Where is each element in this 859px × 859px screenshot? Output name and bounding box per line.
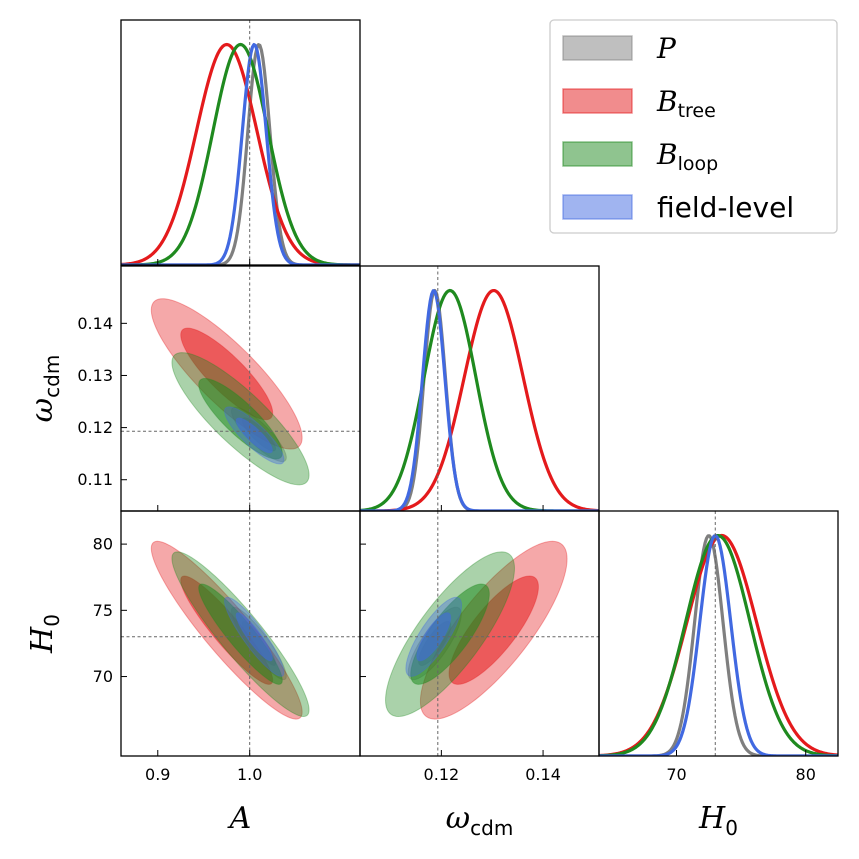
contour-panel-omega_cdm-vs-A [121, 266, 360, 511]
legend-swatch-p [562, 35, 633, 61]
axis-label-H0: H0 [25, 614, 64, 654]
marginal-curve-H0-field-level [599, 533, 838, 756]
panel-frame [120, 19, 361, 266]
axis-label-H0: H0 [698, 801, 738, 840]
x-tick-label-A: 1.0 [237, 765, 262, 784]
x-tick-label-omega_cdm: 0.14 [525, 765, 561, 784]
marginal-curve-omega_cdm-b-loop [360, 288, 599, 511]
contour-68-field-level [235, 417, 273, 454]
panel-frame [598, 510, 839, 757]
x-tick-label-omega_cdm: 0.12 [424, 765, 460, 784]
marginal-panel-H0 [599, 511, 838, 756]
marginal-curve-A-field-level [121, 42, 360, 265]
legend-label-b-loop: Bloop [656, 138, 718, 175]
legend-swatch-b-loop [562, 141, 633, 167]
legend-label-field-level: field-level [657, 191, 794, 224]
contour-panel-H0-vs-omega_cdm [360, 511, 599, 756]
legend-label-p: P [656, 32, 677, 65]
marginal-panel-A [121, 20, 360, 265]
marginal-curve-H0-b-loop [599, 533, 838, 756]
contour-68-b-loop [410, 583, 490, 685]
axis-label-omega_cdm: ωcdm [446, 801, 514, 840]
y-tick-label-omega_cdm: 0.13 [77, 366, 113, 385]
axis-label-omega_cdm: ωcdm [25, 355, 64, 423]
y-tick-label-omega_cdm: 0.12 [77, 418, 113, 437]
y-tick-label-omega_cdm: 0.11 [77, 470, 113, 489]
y-tick-label-omega_cdm: 0.14 [77, 314, 113, 333]
x-tick-label-H0: 70 [666, 765, 686, 784]
marginal-panel-omega_cdm [360, 266, 599, 511]
y-tick-label-H0: 80 [93, 535, 113, 554]
marginal-curve-H0-p [599, 534, 838, 756]
legend-swatch-field-level [562, 194, 633, 220]
axis-label-A: A [227, 801, 252, 836]
legend: P Btree Bloop field-level [549, 19, 838, 234]
x-tick-label-A: 0.9 [145, 765, 170, 784]
contour-panel-H0-vs-A [121, 511, 360, 756]
y-tick-label-H0: 75 [93, 601, 113, 620]
legend-label-b-tree: Btree [656, 85, 716, 122]
x-tick-label-H0: 80 [796, 765, 816, 784]
y-tick-label-H0: 70 [93, 667, 113, 686]
marginal-curve-A-p [121, 43, 360, 265]
marginal-curve-A-b-loop [121, 42, 360, 265]
contour-68-b-loop [198, 583, 283, 685]
contour-68-b-tree [448, 575, 539, 685]
legend-swatch-b-tree [562, 88, 633, 114]
legend-box [549, 19, 838, 234]
